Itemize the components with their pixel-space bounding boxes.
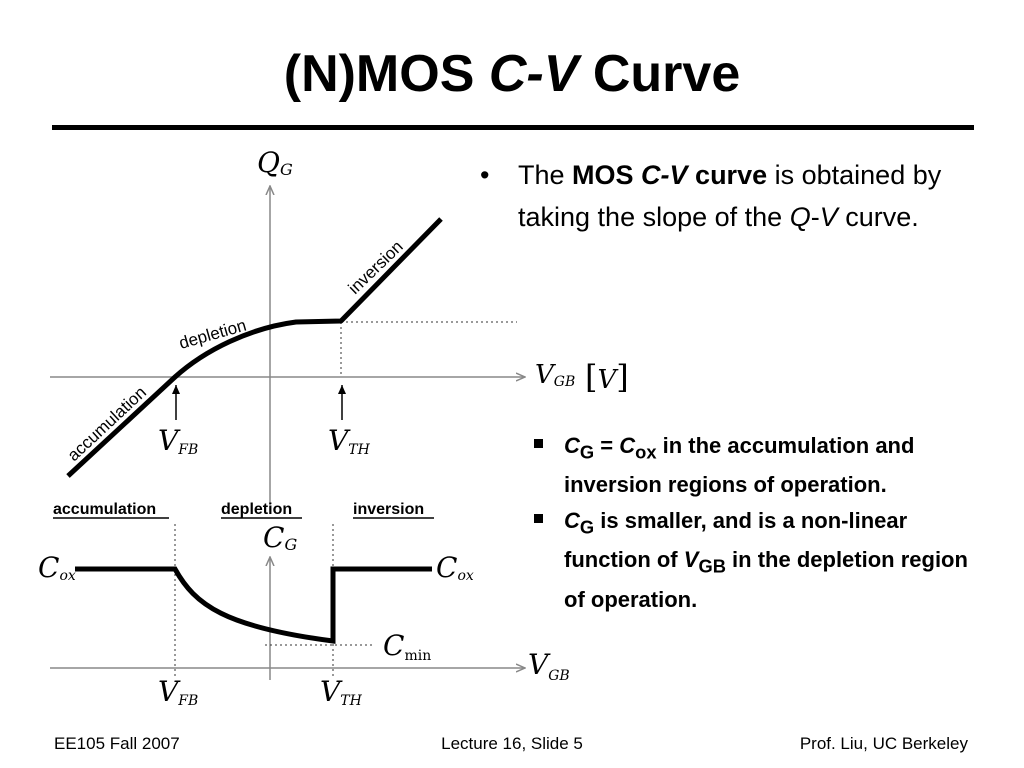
cv-region-inversion: inversion xyxy=(353,501,424,518)
cv-cmin-label: Cmin xyxy=(383,629,431,664)
cv-cox-right-label: Cox xyxy=(436,551,474,584)
qv-x-axis-label: VGB xyxy=(535,360,575,390)
cv-x-axis-label: VGB xyxy=(528,648,570,684)
bullet-marker: • xyxy=(480,160,490,190)
title-rule xyxy=(52,125,974,130)
slide-title: (N)MOS C-V Curve xyxy=(283,45,741,103)
sub-bullet-1-text: CG = Cox in the accumulation and inversi… xyxy=(564,433,915,498)
footer-course: EE105 Fall 2007 xyxy=(54,734,180,753)
cv-vfb-label: VFB xyxy=(158,675,198,709)
cv-curve xyxy=(75,566,432,644)
cv-y-axis-label: CG xyxy=(263,521,297,554)
qv-vth-label: VTH xyxy=(328,424,371,458)
square-bullet-icon xyxy=(534,514,543,523)
qv-y-axis-label: QG xyxy=(257,146,293,179)
cv-region-accumulation: accumulation xyxy=(53,501,156,518)
qv-vfb-label: VFB xyxy=(158,424,198,458)
qv-label-depletion: depletion xyxy=(177,316,249,353)
cv-region-depletion: depletion xyxy=(221,501,292,518)
footer-slide-number: Lecture 16, Slide 5 xyxy=(441,734,583,753)
cv-vth-label: VTH xyxy=(320,675,363,709)
qv-diagram: accumulation depletion inversion QG VGB … xyxy=(50,146,629,505)
cv-diagram: accumulation depletion inversion CG VGB … xyxy=(38,501,570,709)
square-bullet-icon xyxy=(534,439,543,448)
qv-x-unit: [V] xyxy=(585,358,629,396)
bullet-main-text: The MOS C-V curve is obtained by taking … xyxy=(518,160,942,232)
qv-curve xyxy=(66,217,443,478)
cv-cox-left-label: Cox xyxy=(38,551,76,584)
sub-bullet-2-text: CG is smaller, and is a non-linear funct… xyxy=(564,508,968,612)
footer-author: Prof. Liu, UC Berkeley xyxy=(799,734,968,753)
qv-label-accumulation: accumulation xyxy=(64,383,150,465)
